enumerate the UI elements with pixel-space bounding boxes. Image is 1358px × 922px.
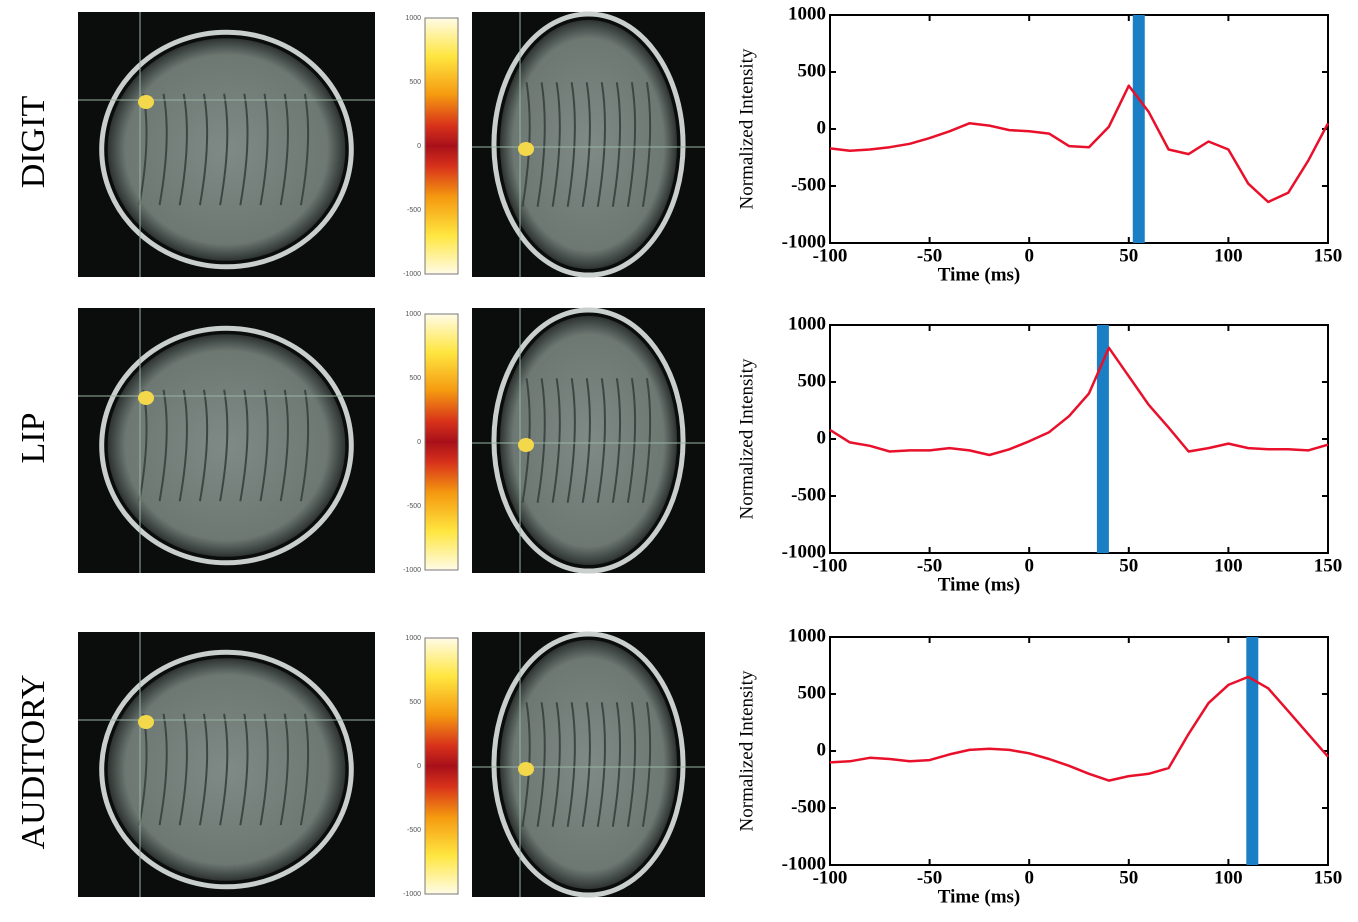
row-label: LIP bbox=[15, 413, 52, 464]
x-tick-label: 100 bbox=[1214, 245, 1243, 266]
x-tick-label: 50 bbox=[1119, 245, 1138, 266]
y-tick-label: -500 bbox=[791, 484, 826, 505]
figure: DIGIT10005000-500-1000-1000-50005001000-… bbox=[0, 0, 1358, 922]
y-axis-label: Normalized Intensity bbox=[736, 48, 757, 209]
colorbar-tick-label: -1000 bbox=[403, 891, 421, 898]
x-tick-label: -50 bbox=[917, 555, 942, 576]
y-tick-label: 1000 bbox=[788, 3, 826, 24]
colorbar-tick-label: 500 bbox=[409, 79, 421, 86]
y-axis-label: Normalized Intensity bbox=[736, 670, 757, 831]
colorbar-tick-label: 500 bbox=[409, 375, 421, 382]
x-tick-label: 150 bbox=[1314, 555, 1343, 576]
time-marker bbox=[1133, 15, 1145, 243]
x-tick-label: 0 bbox=[1024, 867, 1034, 888]
colorbar bbox=[425, 638, 458, 894]
x-tick-label: 50 bbox=[1119, 867, 1138, 888]
x-tick-label: -100 bbox=[813, 245, 848, 266]
x-tick-label: -50 bbox=[917, 867, 942, 888]
plot-frame bbox=[830, 325, 1328, 553]
y-tick-label: 0 bbox=[817, 117, 827, 138]
y-tick-label: 1000 bbox=[788, 625, 826, 646]
activation bbox=[518, 142, 534, 156]
row-label: AUDITORY bbox=[15, 674, 52, 849]
y-tick-label: 500 bbox=[798, 370, 827, 391]
x-tick-label: 100 bbox=[1214, 867, 1243, 888]
colorbar bbox=[425, 314, 458, 570]
x-tick-label: -100 bbox=[813, 555, 848, 576]
x-tick-label: 0 bbox=[1024, 555, 1034, 576]
x-tick-label: 100 bbox=[1214, 555, 1243, 576]
colorbar-tick-label: 0 bbox=[417, 763, 421, 770]
colorbar-tick-label: 1000 bbox=[405, 635, 421, 642]
activation bbox=[138, 95, 154, 109]
y-tick-label: 500 bbox=[798, 60, 827, 81]
y-tick-label: 0 bbox=[817, 427, 827, 448]
colorbar-tick-label: 0 bbox=[417, 439, 421, 446]
colorbar-tick-label: 0 bbox=[417, 143, 421, 150]
activation bbox=[518, 438, 534, 452]
y-tick-label: 0 bbox=[817, 739, 827, 760]
y-tick-label: -500 bbox=[791, 796, 826, 817]
activation bbox=[518, 762, 534, 776]
colorbar-tick-label: 1000 bbox=[405, 311, 421, 318]
colorbar bbox=[425, 18, 458, 274]
x-axis-label: Time (ms) bbox=[938, 574, 1021, 595]
x-tick-label: 150 bbox=[1314, 245, 1343, 266]
activation bbox=[138, 391, 154, 405]
y-tick-label: 1000 bbox=[788, 313, 826, 334]
plot-frame bbox=[830, 15, 1328, 243]
colorbar-tick-label: -500 bbox=[407, 503, 421, 510]
colorbar-tick-label: -500 bbox=[407, 207, 421, 214]
x-axis-label: Time (ms) bbox=[938, 264, 1021, 285]
colorbar-tick-label: 1000 bbox=[405, 15, 421, 22]
x-tick-label: -50 bbox=[917, 245, 942, 266]
colorbar-tick-label: -1000 bbox=[403, 271, 421, 278]
time-marker bbox=[1246, 637, 1258, 865]
colorbar-tick-label: -500 bbox=[407, 827, 421, 834]
y-tick-label: 500 bbox=[798, 682, 827, 703]
y-tick-label: -500 bbox=[791, 174, 826, 195]
colorbar-tick-label: 500 bbox=[409, 699, 421, 706]
x-tick-label: 50 bbox=[1119, 555, 1138, 576]
activation bbox=[138, 715, 154, 729]
colorbar-tick-label: -1000 bbox=[403, 567, 421, 574]
y-axis-label: Normalized Intensity bbox=[736, 358, 757, 519]
x-tick-label: -100 bbox=[813, 867, 848, 888]
x-tick-label: 150 bbox=[1314, 867, 1343, 888]
row-label: DIGIT bbox=[15, 96, 52, 189]
x-tick-label: 0 bbox=[1024, 245, 1034, 266]
x-axis-label: Time (ms) bbox=[938, 886, 1021, 907]
